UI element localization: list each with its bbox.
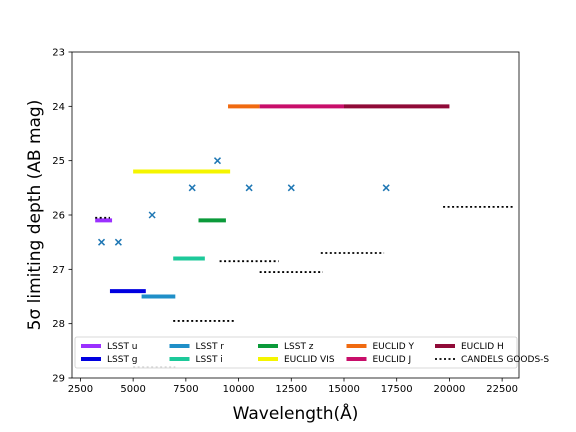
x-tick-label: 2500 bbox=[68, 384, 93, 395]
legend-label-lsst-z: LSST z bbox=[284, 342, 314, 352]
legend-label-euclid-y: EUCLID Y bbox=[373, 342, 415, 352]
x-axis-title: Wavelength(Å) bbox=[233, 402, 359, 424]
y-tick-label: 23 bbox=[52, 48, 65, 59]
data-point-x-marker bbox=[287, 184, 295, 192]
legend: LSST u LSST g LSST r LSST i LSST z EUCLID VIS… bbox=[74, 336, 549, 369]
data-point-x-marker bbox=[97, 238, 106, 246]
tick-layer: 2500 5000 7500 10000 12500 15000 17500 20000 225… bbox=[52, 48, 518, 396]
data-point-x-marker bbox=[148, 211, 156, 219]
legend-label-euclid-vis: EUCLID VIS bbox=[284, 355, 335, 365]
legend-label-euclid-j: EUCLID J bbox=[373, 355, 412, 365]
legend-label-euclid-h: EUCLID H bbox=[461, 342, 504, 352]
plot-frame bbox=[71, 51, 520, 379]
y-axis-title: 5σ limiting depth (AB mag) bbox=[25, 100, 45, 331]
x-tick-label: 22500 bbox=[486, 384, 518, 395]
data-point-x-marker bbox=[213, 157, 222, 165]
x-tick-label: 12500 bbox=[275, 384, 307, 395]
legend-label-lsst-g: LSST g bbox=[107, 355, 138, 365]
legend-label-lsst-i: LSST i bbox=[196, 355, 223, 365]
y-tick-label: 27 bbox=[52, 265, 65, 276]
y-tick-label: 26 bbox=[52, 211, 65, 222]
data-point-x-marker bbox=[188, 184, 196, 192]
x-tick-label: 15000 bbox=[328, 384, 360, 395]
y-tick-label: 24 bbox=[52, 102, 65, 113]
y-tick-label: 29 bbox=[52, 374, 65, 385]
data-point-x-marker bbox=[245, 184, 253, 192]
y-tick-label: 25 bbox=[52, 156, 65, 167]
y-tick-label: 28 bbox=[52, 319, 65, 330]
legend-label-candels-goods-s: CANDELS GOODS-S bbox=[461, 355, 549, 365]
x-tick-label: 17500 bbox=[381, 384, 413, 395]
x-tick-label: 7500 bbox=[173, 384, 198, 395]
x-tick-label: 5000 bbox=[120, 384, 145, 395]
legend-label-lsst-u: LSST u bbox=[107, 342, 138, 352]
x-tick-label: 20000 bbox=[434, 384, 466, 395]
points-layer bbox=[97, 157, 390, 246]
data-point-x-marker bbox=[114, 238, 122, 246]
data-point-x-marker bbox=[382, 184, 390, 192]
x-tick-label: 10000 bbox=[223, 384, 255, 395]
legend-label-lsst-r: LSST r bbox=[196, 342, 225, 352]
series-layer bbox=[95, 104, 513, 369]
